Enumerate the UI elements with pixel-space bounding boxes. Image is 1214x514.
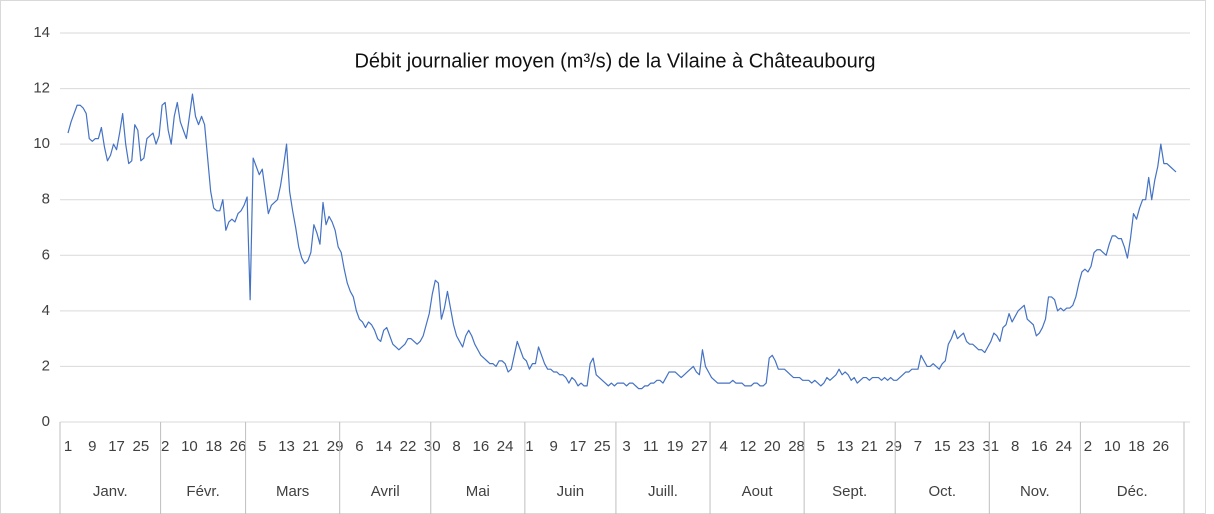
x-tick-label: 8 [1011, 438, 1019, 455]
x-tick-label: 14 [375, 438, 392, 455]
month-label: Avril [371, 483, 400, 500]
y-tick-label: 6 [42, 246, 50, 263]
x-tick-label: 2 [1084, 438, 1092, 455]
x-tick-label: 10 [1104, 438, 1121, 455]
chart-title: Débit journalier moyen (m³/s) de la Vila… [354, 50, 875, 72]
y-tick-label: 4 [42, 302, 50, 319]
month-label: Mai [466, 483, 490, 500]
x-tick-label: 26 [1152, 438, 1169, 455]
x-tick-label: 18 [205, 438, 222, 455]
month-label: Déc. [1117, 483, 1148, 500]
x-tick-label: 18 [1128, 438, 1145, 455]
month-label: Mars [276, 483, 309, 500]
x-tick-label: 8 [452, 438, 460, 455]
y-tick-label: 8 [42, 191, 50, 208]
x-tick-label: 7 [914, 438, 922, 455]
x-tick-label: 17 [570, 438, 587, 455]
x-tick-label: 22 [400, 438, 417, 455]
x-tick-label: 24 [497, 438, 514, 455]
y-tick-label: 14 [33, 24, 50, 41]
x-tick-label: 10 [181, 438, 198, 455]
x-tick-label: 16 [473, 438, 490, 455]
x-tick-label: 16 [1031, 438, 1048, 455]
x-tick-label: 6 [355, 438, 363, 455]
x-tick-label: 21 [303, 438, 320, 455]
x-tick-label: 29 [327, 438, 344, 455]
x-tick-label: 29 [885, 438, 902, 455]
x-tick-label: 26 [230, 438, 247, 455]
x-tick-label: 5 [258, 438, 266, 455]
month-label: Juill. [648, 483, 678, 500]
x-tick-label: 25 [594, 438, 611, 455]
x-tick-label: 15 [934, 438, 951, 455]
x-tick-label: 1 [525, 438, 533, 455]
x-tick-label: 30 [424, 438, 441, 455]
x-tick-label: 9 [88, 438, 96, 455]
y-tick-label: 0 [42, 413, 50, 430]
x-tick-label: 11 [643, 438, 659, 455]
x-tick-label: 5 [817, 438, 825, 455]
data-line [67, 93, 1177, 390]
month-label: Aout [742, 483, 774, 500]
month-label: Janv. [93, 483, 128, 500]
y-tick-label: 12 [33, 80, 50, 97]
month-label: Oct. [928, 483, 956, 500]
x-tick-label: 3 [622, 438, 630, 455]
x-tick-label: 9 [550, 438, 558, 455]
x-tick-label: 31 [982, 438, 999, 455]
x-tick-label: 23 [958, 438, 975, 455]
x-tick-label: 28 [788, 438, 805, 455]
x-tick-label: 1 [64, 438, 72, 455]
month-label: Sept. [832, 483, 867, 500]
y-tick-label: 2 [42, 357, 50, 374]
x-tick-label: 4 [720, 438, 728, 455]
month-label: Juin [557, 483, 585, 500]
x-tick-label: 13 [278, 438, 295, 455]
x-tick-label: 19 [667, 438, 684, 455]
month-label: Nov. [1020, 483, 1050, 500]
y-tick-label: 10 [33, 135, 50, 152]
x-tick-label: 13 [837, 438, 854, 455]
x-tick-label: 21 [861, 438, 878, 455]
x-tick-label: 27 [691, 438, 708, 455]
x-tick-label: 2 [161, 438, 169, 455]
x-tick-label: 17 [108, 438, 125, 455]
x-tick-label: 25 [133, 438, 150, 455]
x-tick-label: 20 [764, 438, 781, 455]
x-tick-label: 24 [1055, 438, 1072, 455]
month-label: Févr. [186, 483, 219, 500]
x-tick-label: 12 [740, 438, 757, 455]
